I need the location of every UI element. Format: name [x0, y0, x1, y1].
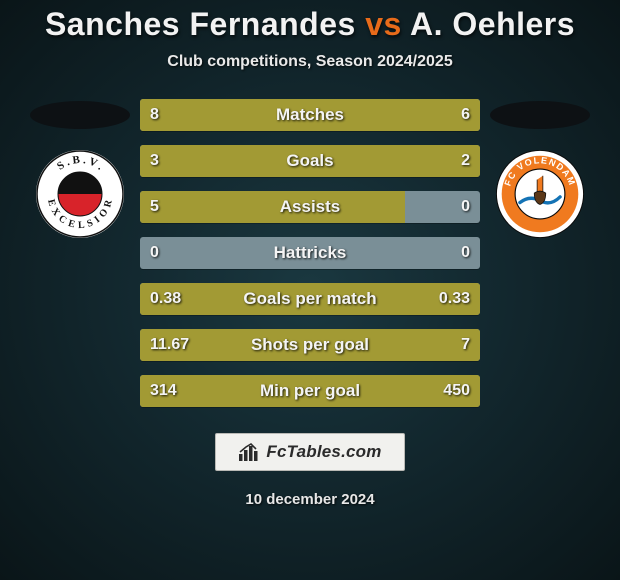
- page-title: Sanches Fernandes vs A. Oehlers: [45, 6, 575, 43]
- stat-value-right: 0.33: [439, 290, 470, 308]
- stat-value-right: 0: [461, 244, 470, 262]
- infographic-date: 10 december 2024: [245, 491, 374, 508]
- player1-column: S . B . V . E X C E L S I O R: [20, 99, 140, 239]
- stat-label: Goals: [286, 151, 333, 171]
- stat-row: 314 Min per goal 450: [140, 375, 480, 407]
- stat-value-left: 314: [150, 382, 177, 400]
- stat-value-left: 0: [150, 244, 159, 262]
- player2-column: FC VOLENDAM: [480, 99, 600, 239]
- player2-club-badge: FC VOLENDAM: [495, 149, 585, 239]
- stat-label: Hattricks: [274, 243, 347, 263]
- stat-value-right: 0: [461, 198, 470, 216]
- fctables-logo-icon: [238, 442, 260, 462]
- volendam-badge-icon: FC VOLENDAM: [495, 147, 585, 241]
- stat-row: 0 Hattricks 0: [140, 237, 480, 269]
- stat-label: Min per goal: [260, 381, 360, 401]
- stat-row: 3 Goals 2: [140, 145, 480, 177]
- stat-label: Goals per match: [243, 289, 376, 309]
- player1-club-badge: S . B . V . E X C E L S I O R: [35, 149, 125, 239]
- stat-label: Shots per goal: [251, 335, 369, 355]
- title-vs: vs: [365, 6, 402, 42]
- stat-label: Matches: [276, 105, 344, 125]
- stat-row: 5 Assists 0: [140, 191, 480, 223]
- comparison-body: S . B . V . E X C E L S I O R 8 Matches 6 3…: [0, 99, 620, 407]
- stat-value-left: 8: [150, 106, 159, 124]
- subtitle: Club competitions, Season 2024/2025: [167, 53, 452, 71]
- stat-value-right: 450: [443, 382, 470, 400]
- player1-silhouette: [30, 101, 130, 129]
- stat-row: 11.67 Shots per goal 7: [140, 329, 480, 361]
- player2-silhouette: [490, 101, 590, 129]
- stat-value-right: 7: [461, 336, 470, 354]
- comparison-infographic: Sanches Fernandes vs A. Oehlers Club com…: [0, 0, 620, 580]
- stat-row: 0.38 Goals per match 0.33: [140, 283, 480, 315]
- stat-rows: 8 Matches 6 3 Goals 2 5 Assists 0 0 Hattricks 0 0.38…: [140, 99, 480, 407]
- excelsior-badge-icon: S . B . V . E X C E L S I O R: [35, 149, 125, 239]
- title-player1: Sanches Fernandes: [45, 6, 356, 42]
- stat-label: Assists: [280, 197, 340, 217]
- stat-value-right: 2: [461, 152, 470, 170]
- stat-value-right: 6: [461, 106, 470, 124]
- stat-value-left: 11.67: [150, 336, 189, 354]
- stat-fill-left: [140, 191, 405, 223]
- stat-fill-right: [344, 145, 480, 177]
- stat-value-left: 5: [150, 198, 159, 216]
- stat-fill-right: [334, 99, 480, 131]
- footer-brand-text: FcTables.com: [266, 442, 381, 462]
- stat-value-left: 3: [150, 152, 159, 170]
- footer-brand-badge: FcTables.com: [215, 433, 404, 471]
- stat-value-left: 0.38: [150, 290, 181, 308]
- title-player2: A. Oehlers: [410, 6, 575, 42]
- stat-row: 8 Matches 6: [140, 99, 480, 131]
